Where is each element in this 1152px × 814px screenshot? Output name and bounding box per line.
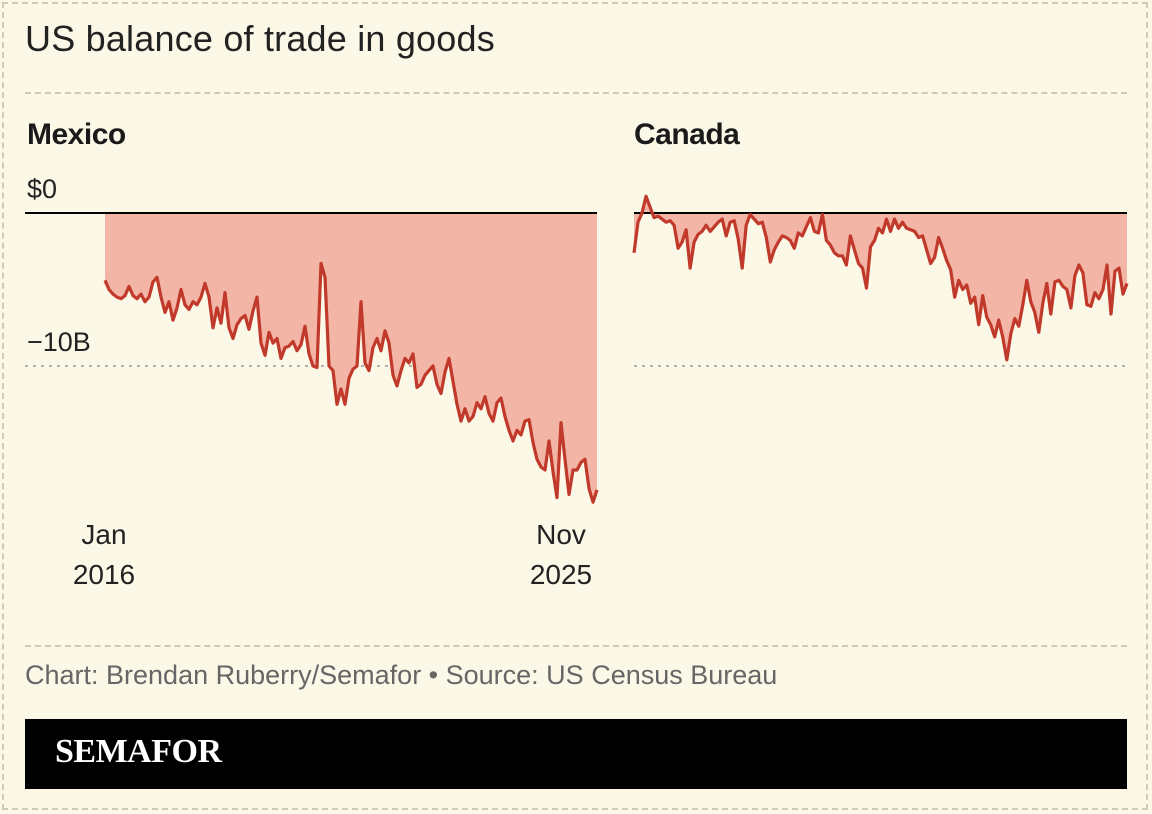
chart-title: US balance of trade in goods — [25, 18, 495, 59]
x-tick-end: Nov 2025 — [521, 515, 601, 595]
title-divider — [25, 92, 1127, 94]
panel-title-canada: Canada — [634, 118, 740, 151]
x-tick-end-month: Nov — [536, 519, 586, 550]
x-tick-start-month: Jan — [81, 519, 127, 550]
semafor-logo: SEMAFOR — [55, 733, 222, 770]
source-credit: Chart: Brendan Ruberry/Semafor • Source:… — [25, 660, 778, 690]
x-tick-start-year: 2016 — [72, 559, 136, 590]
brand-footer: SEMAFOR — [25, 719, 1127, 789]
x-tick-start: Jan 2016 — [64, 515, 144, 595]
y-tick-minus-10b: −10B — [27, 327, 91, 357]
area-fill-canada — [634, 196, 1127, 360]
area-fill-mexico — [105, 213, 597, 503]
source-divider — [25, 645, 1127, 647]
y-tick-zero: $0 — [27, 174, 58, 204]
series-line-canada — [632, 194, 1129, 362]
chart-svg — [25, 194, 1129, 504]
x-tick-end-year: 2025 — [529, 559, 593, 590]
series-line-mexico — [103, 261, 599, 504]
panel-title-mexico: Mexico — [27, 118, 126, 151]
